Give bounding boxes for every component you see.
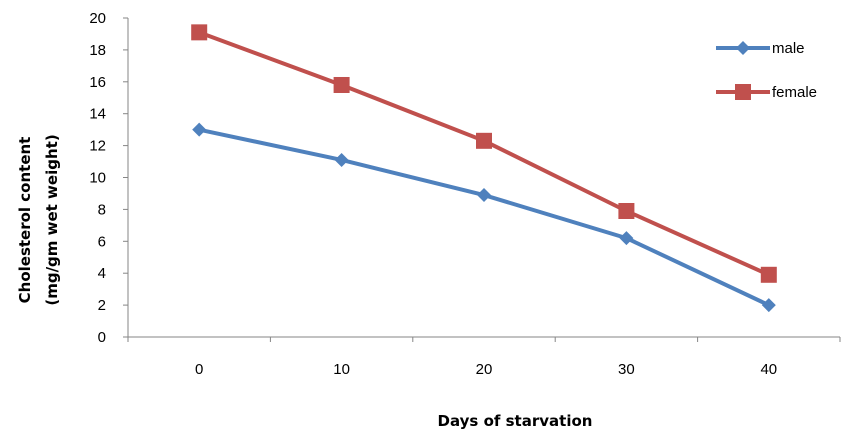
x-tick-label: 30 xyxy=(618,361,635,378)
legend-label-female: female xyxy=(772,84,817,101)
series-line-male xyxy=(199,130,769,305)
legend-marker-female xyxy=(735,84,751,100)
x-axis-title: Days of starvation xyxy=(438,412,593,430)
y-axis: 0 2 4 6 8 10 12 14 16 18 20 xyxy=(89,10,128,346)
data-point-female xyxy=(761,267,777,283)
y-tick-label: 4 xyxy=(98,265,106,282)
x-tick-label: 0 xyxy=(195,361,203,378)
plot-area xyxy=(191,24,777,312)
y-tick-label: 6 xyxy=(98,233,106,250)
x-axis: 0 10 20 30 40 xyxy=(128,337,840,378)
series-line-female xyxy=(199,32,769,274)
data-point-male xyxy=(477,188,491,202)
legend-marker-male xyxy=(736,41,750,55)
y-tick-label: 16 xyxy=(89,74,106,91)
x-tick-label: 40 xyxy=(760,361,777,378)
data-point-male xyxy=(762,298,776,312)
y-tick-label: 20 xyxy=(89,10,106,27)
y-tick-label: 12 xyxy=(89,138,106,155)
data-point-male xyxy=(335,153,349,167)
data-point-female xyxy=(334,77,350,93)
x-tick-label: 10 xyxy=(333,361,350,378)
legend-label-male: male xyxy=(772,40,805,57)
data-point-female xyxy=(191,24,207,40)
y-axis-title-line-1: Cholesterol content xyxy=(16,137,34,304)
x-tick-label: 20 xyxy=(476,361,493,378)
y-axis-title-line-2: (mg/gm wet weight) xyxy=(43,134,61,305)
legend: male female xyxy=(716,40,817,101)
y-axis-title: Cholesterol content (mg/gm wet weight) xyxy=(16,134,61,305)
data-point-female xyxy=(476,133,492,149)
data-point-male xyxy=(192,123,206,137)
y-tick-label: 14 xyxy=(89,106,106,123)
data-point-male xyxy=(619,231,633,245)
y-tick-label: 0 xyxy=(98,329,106,346)
y-tick-label: 10 xyxy=(89,170,106,187)
data-point-female xyxy=(618,203,634,219)
y-tick-label: 2 xyxy=(98,297,106,314)
y-tick-label: 18 xyxy=(89,42,106,59)
y-tick-label: 8 xyxy=(98,201,106,218)
